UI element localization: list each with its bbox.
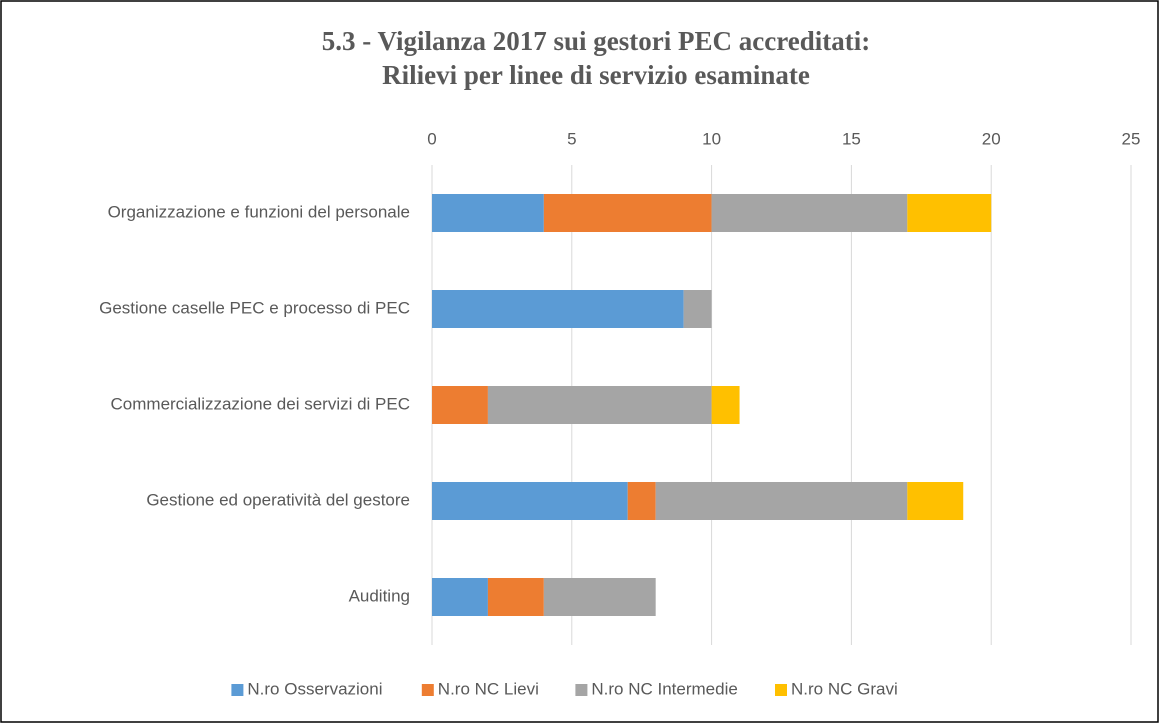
legend-swatch	[775, 684, 787, 696]
legend-swatch	[575, 684, 588, 696]
bar-segment	[543, 578, 656, 616]
bar-segment	[711, 194, 908, 232]
chart-title: Rilievi per linee di servizio esaminate	[382, 60, 810, 90]
y-tick-label: Organizzazione e funzioni del personale	[108, 202, 410, 221]
bar-segment	[487, 578, 544, 616]
bar-segment	[711, 386, 740, 424]
legend-label: N.ro NC Gravi	[791, 679, 898, 698]
x-tick-label: 15	[842, 129, 861, 148]
bar-segment	[683, 290, 712, 328]
bar-segment	[432, 578, 488, 616]
bar-segment	[432, 482, 628, 520]
x-tick-label: 0	[427, 129, 436, 148]
bar-segment	[432, 386, 488, 424]
bar-segment	[907, 194, 992, 232]
legend-swatch	[421, 684, 434, 696]
bar-segment	[655, 482, 908, 520]
bar-segment	[907, 482, 964, 520]
x-tick-label: 10	[702, 129, 721, 148]
y-tick-label: Commercializzazione dei servizi di PEC	[111, 394, 410, 413]
legend-swatch	[231, 684, 244, 696]
bar-segment	[487, 386, 712, 424]
x-tick-label: 5	[567, 129, 576, 148]
y-tick-label: Auditing	[349, 586, 410, 605]
bar-segment	[627, 482, 656, 520]
x-tick-label: 20	[982, 129, 1001, 148]
legend-label: N.ro Osservazioni	[247, 679, 382, 698]
bar-segment	[432, 194, 544, 232]
legend-label: N.ro NC Lievi	[438, 679, 539, 698]
chart-title: 5.3 - Vigilanza 2017 sui gestori PEC acc…	[322, 26, 870, 56]
legend-label: N.ro NC Intermedie	[591, 679, 737, 698]
y-tick-label: Gestione ed operatività del gestore	[146, 490, 410, 509]
bar-segment	[543, 194, 712, 232]
x-tick-label: 25	[1122, 129, 1141, 148]
y-tick-label: Gestione caselle PEC e processo di PEC	[99, 298, 410, 317]
bar-segment	[432, 290, 684, 328]
